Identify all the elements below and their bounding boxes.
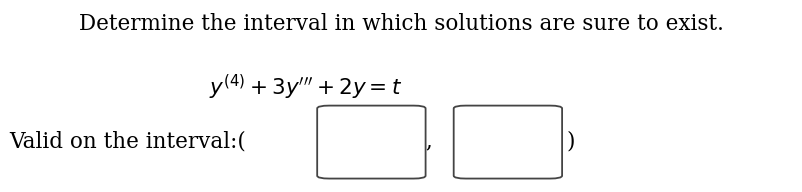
FancyBboxPatch shape [453, 106, 561, 179]
Text: $y^{(4)} + 3y^{\prime\prime\prime} + 2y = t$: $y^{(4)} + 3y^{\prime\prime\prime} + 2y … [209, 73, 401, 102]
Text: ): ) [565, 131, 574, 153]
FancyBboxPatch shape [317, 106, 425, 179]
Text: Valid on the interval:(: Valid on the interval:( [10, 131, 246, 153]
Text: Determine the interval in which solutions are sure to exist.: Determine the interval in which solution… [79, 13, 723, 36]
Text: ,: , [425, 131, 431, 153]
